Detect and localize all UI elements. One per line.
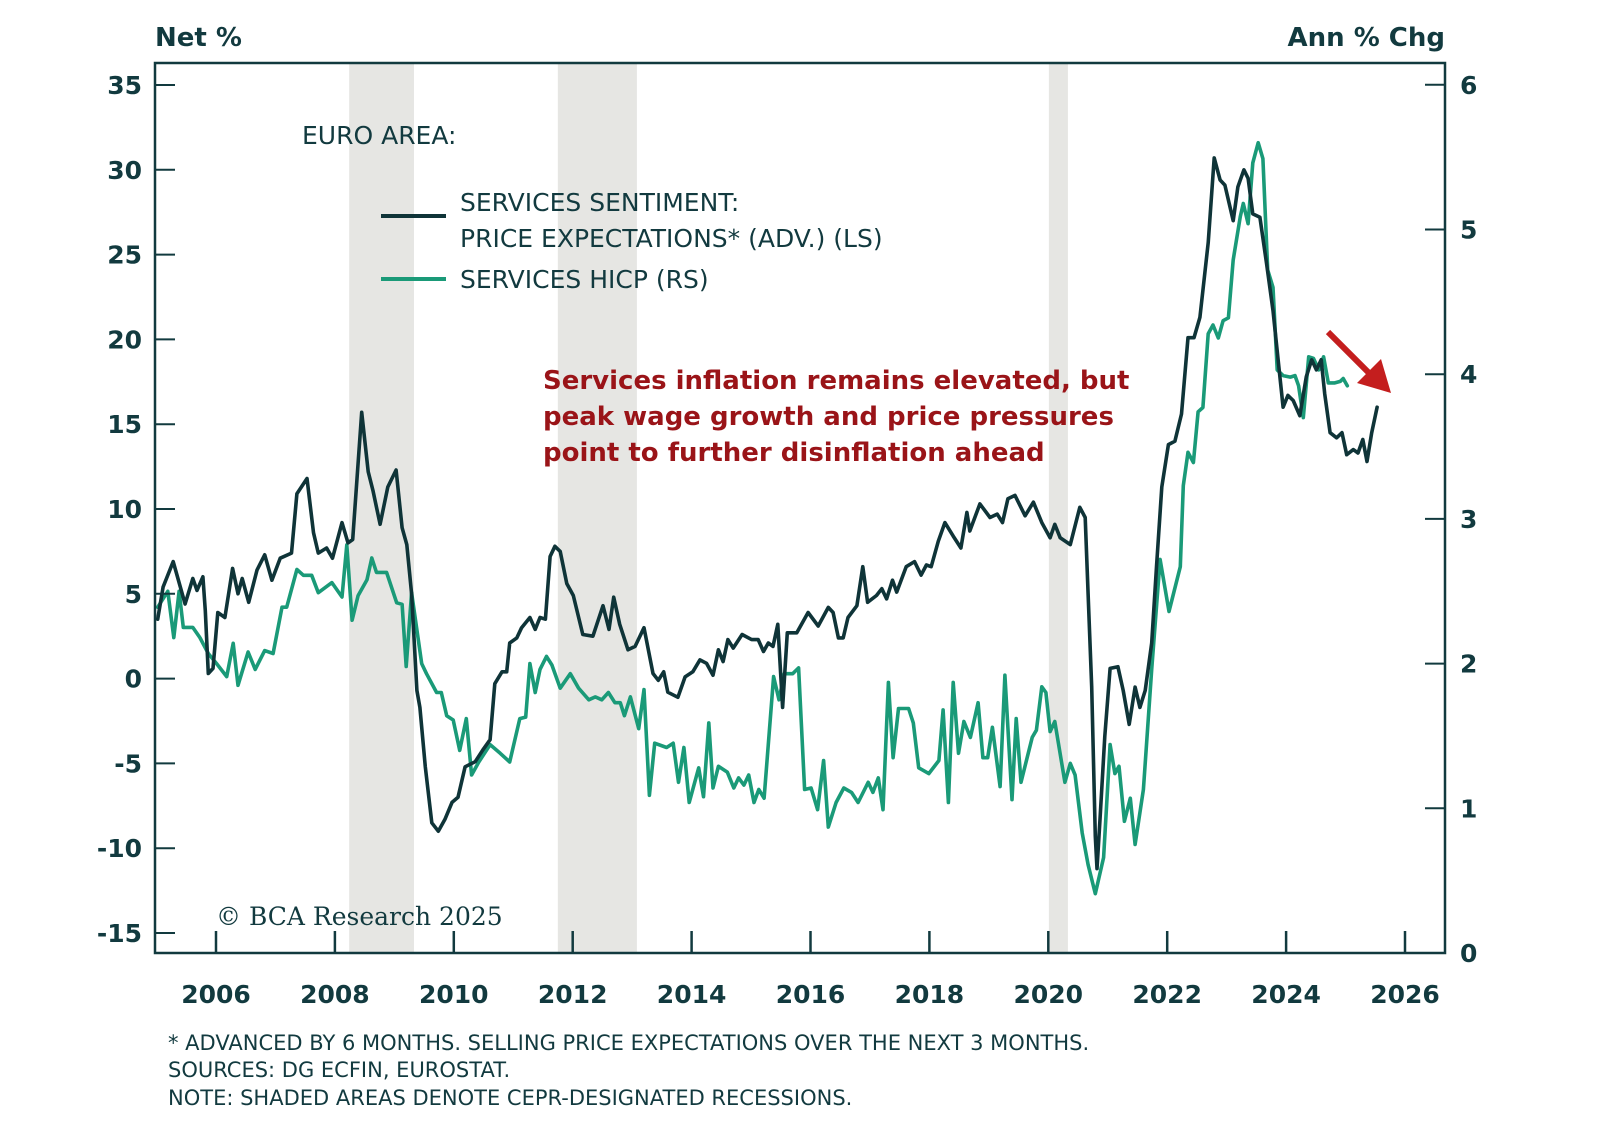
left-tick-label: 20	[107, 325, 142, 354]
x-tick-label: 2012	[538, 980, 608, 1009]
x-tick-label: 2020	[1014, 980, 1084, 1009]
legend-label-sentiment-line1: SERVICES SENTIMENT:	[460, 188, 739, 217]
right-axis-title: Ann % Chg	[1288, 23, 1446, 53]
x-tick-label: 2016	[776, 980, 846, 1009]
recession-band-2	[557, 63, 637, 953]
footer-note-1: * ADVANCED BY 6 MONTHS. SELLING PRICE EX…	[168, 1031, 1089, 1055]
right-tick-label: 6	[1460, 71, 1477, 100]
left-tick-label: 0	[125, 665, 142, 694]
right-tick-label: 5	[1460, 216, 1477, 245]
right-tick-label: 4	[1460, 360, 1477, 389]
left-axis-title: Net %	[155, 23, 242, 53]
series-line-sentiment	[155, 156, 1379, 871]
x-tick-label: 2006	[181, 980, 251, 1009]
left-tick-label: -5	[114, 749, 142, 778]
legend-heading: EURO AREA:	[302, 121, 456, 150]
recession-shading	[349, 63, 1068, 953]
x-tick-label: 2014	[657, 980, 727, 1009]
right-tick-label: 3	[1460, 505, 1477, 534]
footer-note-3: NOTE: SHADED AREAS DENOTE CEPR-DESIGNATE…	[168, 1086, 852, 1110]
trend-arrow-head	[1357, 359, 1391, 393]
left-tick-label: 10	[107, 495, 142, 524]
recession-band-1	[349, 63, 414, 953]
x-tick-label: 2022	[1132, 980, 1202, 1009]
footer-note-2: SOURCES: DG ECFIN, EUROSTAT.	[168, 1058, 510, 1082]
trend-arrow	[1325, 329, 1391, 393]
legend-label-hicp: SERVICES HICP (RS)	[460, 265, 709, 294]
series-layer	[155, 140, 1379, 896]
legend-label-sentiment-line2: PRICE EXPECTATIONS* (ADV.) (LS)	[460, 224, 883, 253]
left-tick-label: 25	[107, 241, 142, 270]
right-tick-label: 1	[1460, 794, 1477, 823]
annotation-line-2: peak wage growth and price pressures	[543, 402, 1114, 432]
annotation-line-3: point to further disinflation ahead	[543, 438, 1045, 468]
copyright: © BCA Research 2025	[216, 902, 503, 931]
right-tick-label: 0	[1460, 939, 1477, 968]
x-tick-label: 2010	[419, 980, 489, 1009]
right-tick-label: 2	[1460, 650, 1477, 679]
recession-band-3	[1048, 63, 1068, 953]
left-tick-label: 35	[107, 71, 142, 100]
x-tick-label: 2026	[1370, 980, 1440, 1009]
left-tick-label: -10	[97, 834, 142, 863]
left-tick-label: 30	[107, 156, 142, 185]
left-tick-label: 5	[125, 580, 142, 609]
annotation-line-1: Services inflation remains elevated, but	[543, 366, 1130, 396]
x-tick-label: 2008	[300, 980, 370, 1009]
trend-arrow-shaft	[1325, 329, 1375, 379]
series-line-hicp	[155, 140, 1350, 896]
left-tick-label: -15	[97, 919, 142, 948]
x-tick-label: 2018	[895, 980, 965, 1009]
left-tick-label: 15	[107, 410, 142, 439]
x-tick-label: 2024	[1251, 980, 1321, 1009]
